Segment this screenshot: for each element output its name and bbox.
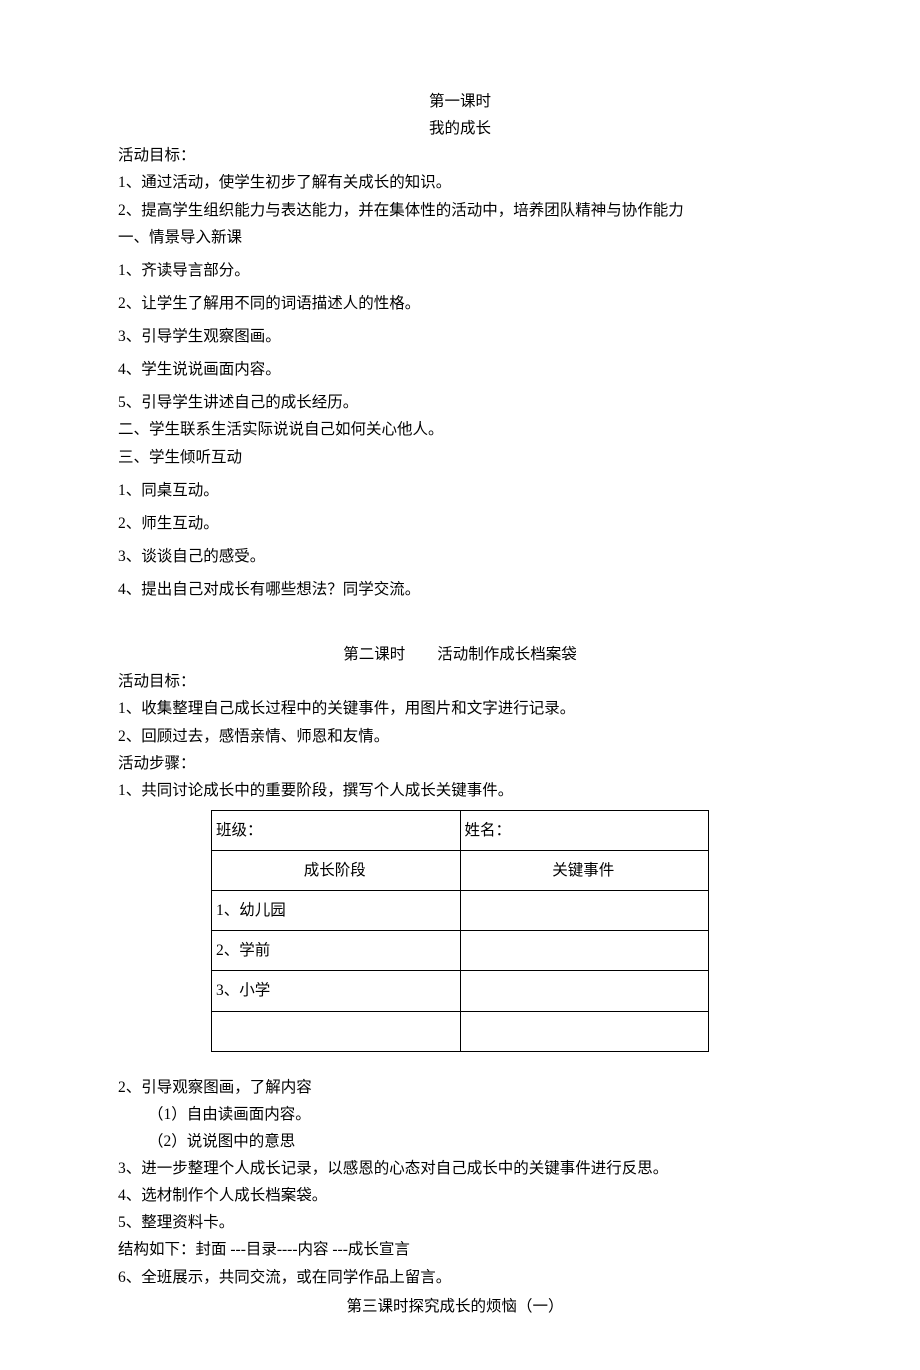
- lesson1-s3-1: 1、同桌互动。: [118, 477, 802, 504]
- lesson1-title-line2: 我的成长: [118, 115, 802, 142]
- cell-stage-1: 1、幼儿园: [212, 891, 461, 931]
- lesson1-s3-2: 2、师生互动。: [118, 510, 802, 537]
- lesson2-step2: 2、引导观察图画，了解内容: [118, 1074, 802, 1101]
- cell-col1-header: 成长阶段: [212, 851, 461, 891]
- table-row: 1、幼儿园: [212, 891, 709, 931]
- cell-event-1: [460, 891, 709, 931]
- lesson1-s1-2: 2、让学生了解用不同的词语描述人的性格。: [118, 290, 802, 317]
- lesson1-goals-label: 活动目标：: [118, 142, 802, 169]
- table-row: 班级： 姓名：: [212, 810, 709, 850]
- lesson3-title: 第三课时探究成长的烦恼（一）: [118, 1293, 802, 1320]
- cell-empty-right: [460, 1011, 709, 1051]
- table-row: 成长阶段 关键事件: [212, 851, 709, 891]
- lesson2-structure: 结构如下：封面 ---目录----内容 ---成长宣言: [118, 1236, 802, 1263]
- lesson1-section1: 一、情景导入新课: [118, 224, 802, 251]
- cell-event-2: [460, 931, 709, 971]
- cell-col2-header: 关键事件: [460, 851, 709, 891]
- lesson2-goal-1: 1、收集整理自己成长过程中的关键事件，用图片和文字进行记录。: [118, 695, 802, 722]
- lesson2-title-left: 第二课时: [343, 646, 405, 663]
- lesson2-title: 第二课时 活动制作成长档案袋: [118, 641, 802, 668]
- lesson2-goal-2: 2、回顾过去，感悟亲情、师恩和友情。: [118, 723, 802, 750]
- lesson1-goal-1: 1、通过活动，使学生初步了解有关成长的知识。: [118, 169, 802, 196]
- lesson2-step3: 3、进一步整理个人成长记录，以感恩的心态对自己成长中的关键事件进行反思。: [118, 1155, 802, 1182]
- lesson1-s3-3: 3、谈谈自己的感受。: [118, 543, 802, 570]
- lesson1-section2: 二、学生联系生活实际说说自己如何关心他人。: [118, 416, 802, 443]
- cell-stage-2: 2、学前: [212, 931, 461, 971]
- growth-table: 班级： 姓名： 成长阶段 关键事件 1、幼儿园 2、学前 3、小学: [211, 810, 709, 1052]
- lesson1-title-line1: 第一课时: [118, 88, 802, 115]
- lesson2-steps-label: 活动步骤：: [118, 750, 802, 777]
- cell-empty-left: [212, 1011, 461, 1051]
- lesson2-step5: 5、整理资料卡。: [118, 1209, 802, 1236]
- lesson2-title-right: 活动制作成长档案袋: [437, 646, 577, 663]
- lesson2-step4: 4、选材制作个人成长档案袋。: [118, 1182, 802, 1209]
- cell-event-3: [460, 971, 709, 1011]
- lesson1-s1-3: 3、引导学生观察图画。: [118, 323, 802, 350]
- cell-stage-3: 3、小学: [212, 971, 461, 1011]
- lesson2-step1: 1、共同讨论成长中的重要阶段，撰写个人成长关键事件。: [118, 777, 802, 804]
- lesson1-s3-4: 4、提出自己对成长有哪些想法？同学交流。: [118, 576, 802, 603]
- lesson2-step6: 6、全班展示，共同交流，或在同学作品上留言。: [118, 1264, 802, 1291]
- cell-name-label: 姓名：: [460, 810, 709, 850]
- lesson1-s1-5: 5、引导学生讲述自己的成长经历。: [118, 389, 802, 416]
- lesson1-s1-4: 4、学生说说画面内容。: [118, 356, 802, 383]
- cell-class-label: 班级：: [212, 810, 461, 850]
- lesson2-goals-label: 活动目标：: [118, 668, 802, 695]
- lesson1-s1-1: 1、齐读导言部分。: [118, 257, 802, 284]
- table-row: [212, 1011, 709, 1051]
- table-row: 3、小学: [212, 971, 709, 1011]
- lesson1-goal-2: 2、提高学生组织能力与表达能力，并在集体性的活动中，培养团队精神与协作能力: [118, 197, 802, 224]
- lesson2-step2-2: （2）说说图中的意思: [118, 1128, 802, 1155]
- lesson2-step2-1: （1）自由读画面内容。: [118, 1101, 802, 1128]
- lesson1-section3: 三、学生倾听互动: [118, 444, 802, 471]
- table-row: 2、学前: [212, 931, 709, 971]
